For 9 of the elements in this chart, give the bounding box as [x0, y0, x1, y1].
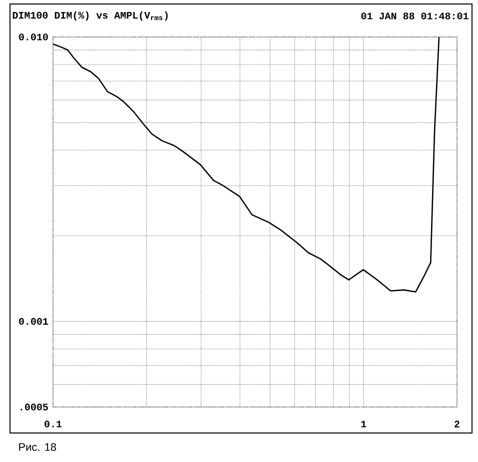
y-tick-label: 0.010	[19, 34, 48, 40]
text: Рис. 18	[19, 443, 56, 451]
y-tick-label: .0005	[20, 404, 48, 410]
chart-title: DIM100 DIM(%) vs AMPL(V$_{rms}$)	[12, 11, 168, 21]
y-tick-label: 0.001	[19, 318, 48, 325]
x-tick-label: 1	[361, 420, 366, 428]
x-tick-label: 0.1	[44, 420, 62, 428]
x-tick-label: 2	[454, 420, 460, 428]
chart-subtitle: 01 JAN 88 01:48:01	[361, 12, 468, 20]
